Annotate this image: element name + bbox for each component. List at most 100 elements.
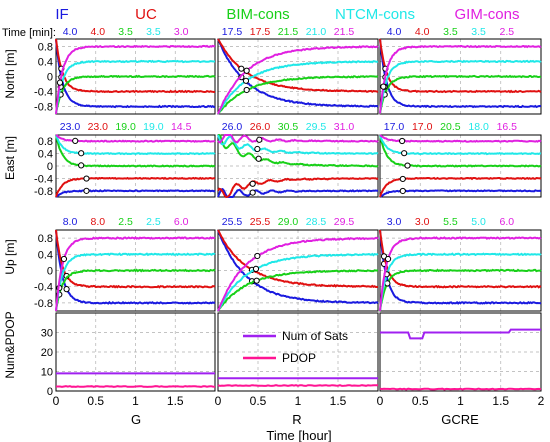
convergence-time-label: 4.0 xyxy=(415,26,430,38)
series-line-uc xyxy=(379,176,542,198)
convergence-marker xyxy=(83,175,90,182)
series-line-bim-cons xyxy=(379,268,542,312)
convergence-time-label: 4.0 xyxy=(387,26,402,38)
x-tick-label: 0 xyxy=(53,394,60,408)
convergence-time-label: 29.0 xyxy=(278,216,299,228)
convergence-marker xyxy=(78,162,85,169)
time-min-label: Time [min]: xyxy=(2,27,56,39)
convergence-time-label: 3.0 xyxy=(174,26,189,38)
y-tick-label: -0.4 xyxy=(34,173,53,185)
series-line-gim-cons xyxy=(379,134,542,143)
convergence-time-label: 6.0 xyxy=(499,216,514,228)
legend-label: PDOP xyxy=(282,351,316,365)
convergence-marker xyxy=(83,187,90,194)
convergence-time-label: 6.0 xyxy=(174,216,189,228)
convergence-time-label: 4.0 xyxy=(63,26,78,38)
panel-frame xyxy=(379,312,542,392)
series-line-uc xyxy=(379,229,542,289)
row-label-east: East [m] xyxy=(3,136,17,180)
x-tick-label: 1.5 xyxy=(330,394,347,408)
series-line-bim-cons xyxy=(379,74,542,115)
series-line-if xyxy=(217,229,379,305)
convergence-time-label: 16.5 xyxy=(497,121,518,133)
series-line-bim-cons xyxy=(55,268,216,311)
series-line-bim-cons xyxy=(218,134,379,168)
y-tick-label: -0.4 xyxy=(34,282,53,294)
convergence-time-label: 19.0 xyxy=(143,121,164,133)
x-axis-label: Time [hour] xyxy=(266,428,331,442)
y-tick-label: 0.8 xyxy=(38,233,53,245)
y-tick-label: -0.4 xyxy=(34,87,53,99)
convergence-marker xyxy=(253,277,260,284)
convergence-time-label: 2.5 xyxy=(499,26,514,38)
convergence-marker xyxy=(243,67,250,74)
series-line-gim-cons xyxy=(379,44,542,114)
convergence-marker xyxy=(399,187,406,195)
convergence-time-label: 8.0 xyxy=(63,216,78,228)
convergence-marker xyxy=(238,65,245,72)
convergence-time-label: 2.5 xyxy=(118,216,133,228)
convergence-time-label: 8.0 xyxy=(90,216,105,228)
convergence-time-label: 5.5 xyxy=(443,216,458,228)
convergence-time-label: 23.0 xyxy=(60,121,81,133)
y-tick-label: 0.8 xyxy=(38,42,53,54)
convergence-time-label: 14.5 xyxy=(171,121,192,133)
convergence-time-label: 21.0 xyxy=(306,26,327,38)
row-label-north: North [m] xyxy=(3,49,17,98)
y-tick-label: 10 xyxy=(41,367,53,379)
legend-label: Num of Sats xyxy=(282,329,348,343)
series-line-gim-cons xyxy=(55,236,216,312)
x-tick-label: 0.5 xyxy=(250,394,267,408)
legend-uc: UC xyxy=(135,6,157,23)
y-tick-label: 0 xyxy=(47,161,53,173)
legend-ntcm-cons: NTCM-cons xyxy=(335,6,415,23)
pdop-line xyxy=(56,385,216,388)
y-tick-label: 20 xyxy=(41,347,53,359)
y-tick-label: 0 xyxy=(47,386,53,398)
system-label-r: R xyxy=(292,412,301,427)
y-tick-label: 0.4 xyxy=(38,249,53,261)
convergence-marker xyxy=(255,155,262,162)
convergence-time-label: 17.0 xyxy=(412,121,433,133)
pdop-line xyxy=(217,384,378,387)
y-tick-label: -0.8 xyxy=(34,102,53,114)
convergence-time-label: 18.0 xyxy=(468,121,489,133)
panel-frame xyxy=(379,38,542,115)
convergence-time-label: 23.0 xyxy=(88,121,109,133)
convergence-time-label: 26.0 xyxy=(250,121,271,133)
series-line-gim-cons xyxy=(379,236,542,312)
convergence-marker xyxy=(401,150,408,157)
series-line-bim-cons xyxy=(55,74,216,115)
series-line-ntcm-cons xyxy=(217,252,379,312)
x-tick-label: 2 xyxy=(538,394,545,408)
convergence-time-label: 3.0 xyxy=(415,216,430,228)
y-tick-label: 0.4 xyxy=(38,57,53,69)
legend-top: IF UC BIM-cons NTCM-cons GIM-cons xyxy=(55,6,519,23)
plot-area: 4.0 4.0 3.5 3.5 3.0 17.5 17.5 21.5 21.0 21.5 4.0 4.… xyxy=(34,26,545,408)
convergence-time-label: 26.0 xyxy=(222,121,243,133)
series-line-if xyxy=(379,38,542,109)
panel-frame xyxy=(217,312,379,392)
convergence-marker xyxy=(380,83,387,90)
convergence-marker xyxy=(404,162,411,169)
convergence-time-label: 5.0 xyxy=(471,216,486,228)
series-line-uc xyxy=(55,38,216,94)
convergence-time-label: 20.5 xyxy=(440,121,461,133)
panel-frame xyxy=(55,312,216,392)
row-label-num-pdop: Num&PDOP xyxy=(3,311,17,378)
series-line-gim-cons xyxy=(55,44,216,115)
x-tick-label: 1 xyxy=(132,394,139,408)
convergence-time-label: 19.0 xyxy=(115,121,136,133)
x-tick-label: 0.5 xyxy=(87,394,104,408)
legend-if: IF xyxy=(55,6,68,23)
x-tick-label: 1 xyxy=(457,394,464,408)
series-line-if xyxy=(217,187,379,198)
convergence-time-label: 17.0 xyxy=(384,121,405,133)
convergence-time-label: 25.5 xyxy=(250,216,271,228)
axis-labels: North [m] East [m] Up [m] Num&PDOP G R G… xyxy=(3,49,479,442)
convergence-marker xyxy=(254,252,261,260)
series-line-uc xyxy=(55,229,216,289)
convergence-marker xyxy=(256,136,263,143)
series-line-ntcm-cons xyxy=(379,252,542,312)
